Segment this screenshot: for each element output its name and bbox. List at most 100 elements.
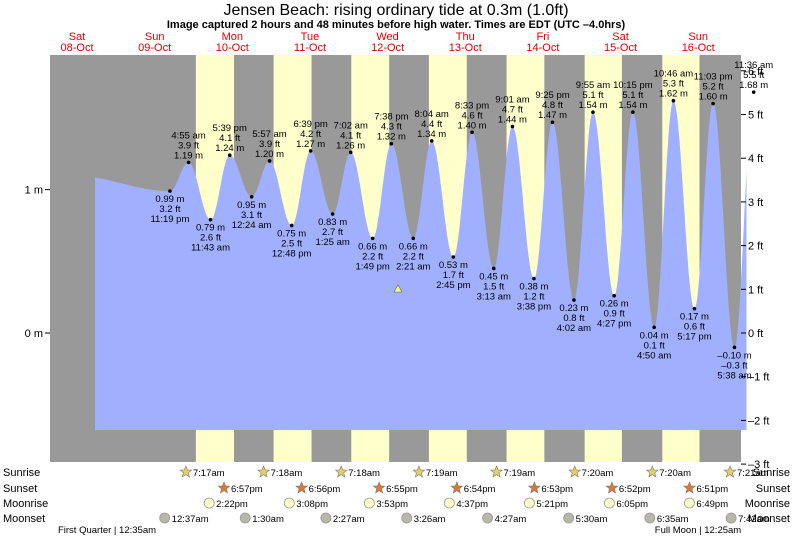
tide-point bbox=[572, 298, 576, 302]
tide-point bbox=[631, 110, 635, 115]
day-name: Sat bbox=[69, 31, 86, 43]
sunset-event: 6:55pm bbox=[372, 481, 418, 495]
day-name: Sat bbox=[612, 31, 629, 43]
tide-m: 1.54 m bbox=[618, 100, 647, 111]
sunrise-event: 7:20am bbox=[645, 465, 691, 479]
moonrise-time: 6:05pm bbox=[616, 499, 648, 510]
moonset-time: 6:35am bbox=[657, 514, 689, 525]
tide-m: 1.44 m bbox=[498, 115, 527, 126]
tide-point bbox=[510, 124, 515, 129]
tide-m: 0.75 m bbox=[277, 228, 306, 239]
current-level-marker bbox=[393, 284, 403, 293]
tide-low: 0.38 m1.2 ft3:38 pm bbox=[517, 276, 551, 313]
tide-point bbox=[711, 101, 715, 106]
tide-ft: 5.1 ft bbox=[622, 90, 643, 101]
moon-icon bbox=[320, 512, 332, 524]
tide-low: –0.10 m–0.3 ft5:38 am bbox=[717, 345, 752, 381]
row-label-right: Sunset bbox=[756, 483, 790, 495]
moonrise-time: 5:21pm bbox=[536, 499, 568, 510]
tide-time: 12:24 am bbox=[232, 220, 272, 231]
day-date: 14-Oct bbox=[526, 42, 559, 54]
right-tick-label: 2 ft bbox=[748, 241, 763, 253]
tide-point bbox=[429, 139, 434, 143]
tide-time: 9:25 pm bbox=[535, 90, 569, 101]
tide-m: 1.32 m bbox=[377, 132, 406, 143]
sunset-event: 6:52pm bbox=[605, 481, 651, 495]
tide-m: 0.66 m bbox=[358, 241, 387, 252]
tide-m: 0.26 m bbox=[600, 299, 629, 310]
tide-high: 8:04 am4.4 ft1.34 m bbox=[415, 109, 449, 143]
day-date: 13-Oct bbox=[449, 42, 482, 54]
tide-ft: 4.2 ft bbox=[300, 129, 321, 140]
tide-time: 6:39 pm bbox=[293, 119, 327, 130]
tide-time: 3:38 pm bbox=[517, 302, 551, 313]
sun-icon bbox=[217, 481, 231, 494]
right-tick-label: 3 ft bbox=[748, 197, 763, 209]
tide-ft: 1.7 ft bbox=[443, 270, 464, 281]
moon-icon bbox=[443, 497, 455, 509]
sunset-time: 6:52pm bbox=[619, 484, 651, 495]
day-date: 10-Oct bbox=[216, 42, 249, 54]
moonset-time: 7:42am bbox=[738, 514, 770, 525]
sunrise-event: 7:20am bbox=[568, 465, 613, 479]
tide-ft: 3.1 ft bbox=[241, 210, 262, 221]
sun-icon bbox=[450, 481, 464, 494]
sun-icon bbox=[295, 481, 309, 494]
tide-ft: 1.2 ft bbox=[523, 292, 544, 303]
tide-ft: –0.3 ft bbox=[721, 360, 748, 371]
day-date: 12-Oct bbox=[371, 42, 404, 54]
tide-high: 9:55 am5.1 ft1.54 m bbox=[576, 80, 610, 115]
tide-low: 0.45 m1.5 ft3:13 am bbox=[477, 266, 511, 302]
sun-icon bbox=[490, 465, 504, 478]
tide-time: 9:55 am bbox=[576, 80, 610, 91]
moonset-time: 12:37am bbox=[172, 514, 209, 525]
sunset-event: 6:53pm bbox=[527, 481, 573, 495]
tide-ft: 1.5 ft bbox=[483, 281, 504, 292]
left-tick-label: 0 m bbox=[25, 328, 43, 340]
row-label-left: Moonset bbox=[3, 513, 45, 525]
moonrise-event: 5:21pm bbox=[523, 497, 568, 510]
day-date: 11-Oct bbox=[294, 42, 326, 54]
tide-point bbox=[267, 159, 272, 163]
tide-ft: 0.1 ft bbox=[644, 340, 665, 351]
sunrise-event: 7:18am bbox=[334, 465, 380, 479]
tide-time: 9:01 am bbox=[495, 95, 529, 106]
tide-time: 1:25 am bbox=[315, 237, 349, 248]
tide-high: 10:15 pm5.1 ft1.54 m bbox=[613, 80, 653, 115]
row-label-left: Moonrise bbox=[3, 498, 48, 510]
moon-icon bbox=[523, 497, 535, 509]
tide-ft: 3.9 ft bbox=[178, 140, 199, 151]
tide-m: 0.95 m bbox=[237, 200, 266, 211]
tide-high: 7:02 am4.1 ft1.26 m bbox=[334, 120, 368, 155]
tide-point bbox=[389, 141, 394, 146]
sun-icon bbox=[527, 481, 541, 494]
sunset-time: 6:57pm bbox=[231, 484, 263, 495]
day-name: Mon bbox=[222, 31, 243, 43]
sunset-event: 6:54pm bbox=[450, 481, 496, 495]
sunrise-event: 7:21am bbox=[723, 465, 769, 479]
tide-point bbox=[411, 236, 416, 241]
tide-time: 2:21 am bbox=[396, 261, 430, 272]
moonset-event: 5:30am bbox=[563, 512, 607, 525]
tide-point bbox=[186, 160, 191, 165]
tide-high: 6:39 pm4.2 ft1.27 m bbox=[293, 119, 328, 153]
tide-point bbox=[289, 223, 294, 228]
tide-time: 10:15 pm bbox=[613, 80, 653, 91]
tide-m: 1.34 m bbox=[417, 129, 446, 140]
sun-icon bbox=[334, 465, 348, 478]
day-labels: Sat08-OctSun09-OctMon10-OctTue11-OctWed1… bbox=[60, 31, 714, 54]
tide-ft: 4.8 ft bbox=[542, 100, 563, 111]
astro-rows: Sunrise Sunrise Sunset Sunset Moonrise Moonri… bbox=[3, 465, 790, 536]
moonset-event: 6:35am bbox=[644, 512, 689, 525]
right-tick-label: –2 ft bbox=[748, 415, 769, 427]
tide-point bbox=[591, 110, 595, 115]
tide-ft: 5.3 ft bbox=[663, 79, 684, 90]
tide-ft: 4.7 ft bbox=[502, 105, 523, 116]
moonset-event: 3:26am bbox=[401, 512, 446, 525]
moonset-time: 3:26am bbox=[414, 514, 446, 525]
moonset-event: 4:27am bbox=[482, 512, 526, 525]
right-tick-label: –3 ft bbox=[748, 459, 769, 471]
sunrise-event: 7:17am bbox=[179, 465, 225, 479]
